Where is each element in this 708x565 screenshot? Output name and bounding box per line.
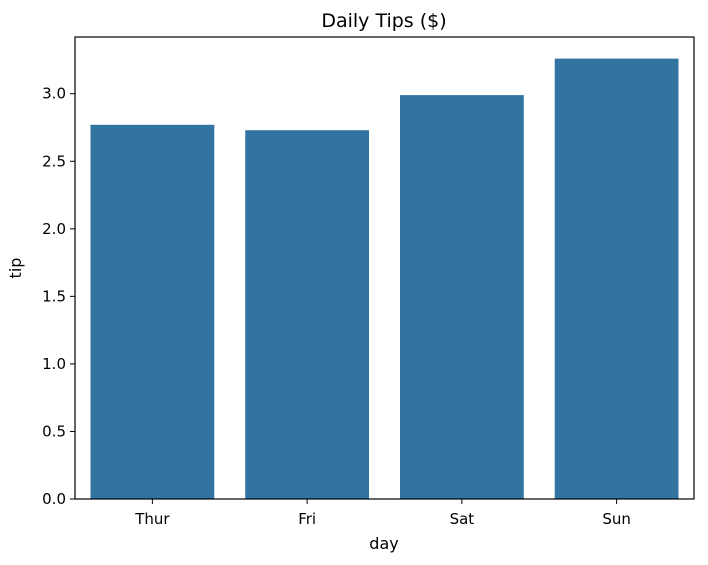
x-tick-label: Sun [602, 510, 631, 528]
y-tick-label: 3.0 [42, 85, 66, 103]
y-axis-label: tip [6, 258, 25, 279]
bars-layer [90, 58, 679, 500]
y-tick-label: 2.5 [42, 152, 66, 170]
plot-frame [74, 36, 695, 500]
y-axis: 0.0 0.5 1.0 1.5 2.0 2.5 3.0 [42, 85, 75, 508]
bar-sun [554, 58, 679, 499]
chart-title: Daily Tips ($) [321, 10, 446, 32]
y-tick-label: 1.5 [42, 287, 66, 305]
bar-fri [245, 130, 370, 500]
x-tick-label: Thur [134, 510, 170, 528]
bar-sat [399, 95, 524, 500]
x-axis: Thur Fri Sat Sun [134, 499, 631, 528]
x-tick-label: Fri [298, 510, 316, 528]
y-tick-label: 2.0 [42, 220, 66, 238]
y-tick-label: 1.0 [42, 355, 66, 373]
y-tick-label: 0.0 [42, 490, 66, 508]
y-tick-label: 0.5 [42, 422, 66, 440]
x-axis-label: day [369, 534, 398, 553]
bar-thur [90, 124, 215, 500]
x-tick-label: Sat [450, 510, 475, 528]
